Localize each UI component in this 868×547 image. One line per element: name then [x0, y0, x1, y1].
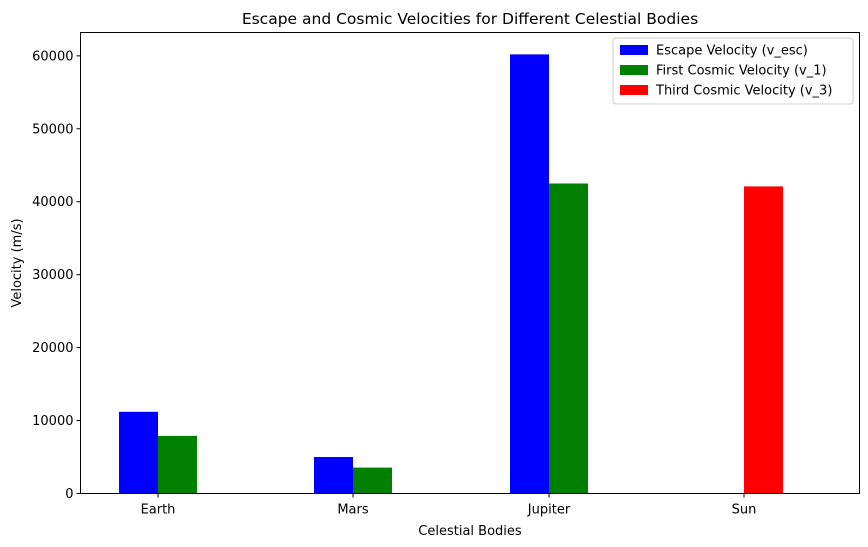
legend: Escape Velocity (v_esc) First Cosmic Velo… — [612, 37, 854, 105]
legend-swatch-1 — [620, 45, 648, 55]
y-tick-label: 40000 — [32, 195, 73, 210]
legend-swatch-3 — [620, 85, 648, 95]
legend-label-3: Third Cosmic Velocity (v_3) — [655, 84, 832, 99]
chart-title: Escape and Cosmic Velocities for Differe… — [242, 10, 698, 28]
y-tick-label: 50000 — [32, 122, 73, 137]
legend-label-2: First Cosmic Velocity (v_1) — [656, 64, 827, 79]
x-tick-label: Earth — [141, 503, 176, 518]
legend-label-1: Escape Velocity (v_esc) — [656, 44, 808, 59]
x-axis-ticks: Earth Mars Jupiter Sun — [141, 493, 757, 518]
y-tick-label: 10000 — [32, 414, 73, 429]
legend-box — [612, 37, 854, 105]
bar-jupiter-series-1 — [510, 54, 549, 494]
bar-earth-series-2 — [158, 435, 197, 494]
bar-sun-series-3 — [744, 186, 783, 494]
y-tick-label: 20000 — [32, 341, 73, 356]
x-tick-label: Sun — [732, 503, 757, 518]
x-axis-title: Celestial Bodies — [418, 524, 522, 539]
bar-mars-series-2 — [353, 467, 392, 494]
bar-jupiter-series-2 — [549, 183, 588, 494]
plot-frame — [80, 32, 860, 494]
y-axis-title: Velocity (m/s) — [10, 218, 25, 307]
y-tick-label: 0 — [65, 487, 73, 502]
y-axis-ticks: 0 10000 20000 30000 40000 50000 60000 — [32, 49, 81, 502]
bars-group — [119, 54, 783, 494]
y-tick-label: 60000 — [32, 49, 73, 64]
bar-mars-series-1 — [314, 457, 353, 494]
bar-earth-series-1 — [119, 411, 158, 494]
x-tick-label: Mars — [337, 503, 369, 518]
x-tick-label: Jupiter — [527, 503, 571, 518]
y-tick-label: 30000 — [32, 268, 73, 283]
legend-swatch-2 — [620, 65, 648, 75]
